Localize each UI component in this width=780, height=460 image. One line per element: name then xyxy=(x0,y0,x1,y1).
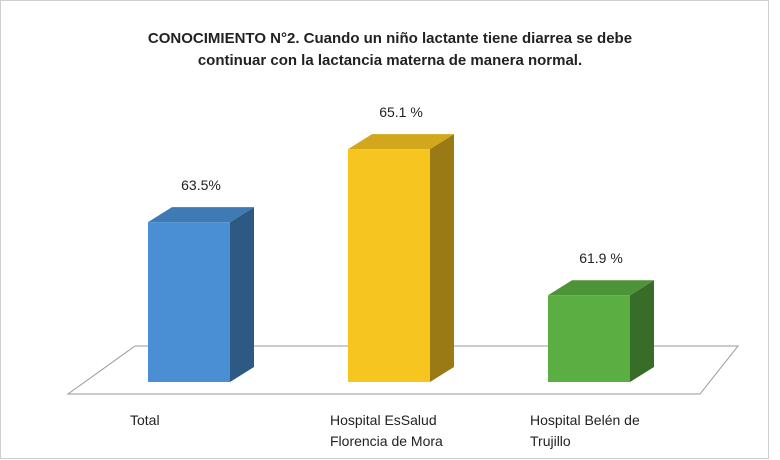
bar-front xyxy=(148,222,230,382)
bar xyxy=(348,134,454,382)
data-label: 61.9 % xyxy=(579,250,623,266)
x-tick-label: Total xyxy=(130,412,160,428)
bar-side xyxy=(430,134,454,382)
bar-front xyxy=(548,295,630,382)
bar xyxy=(148,207,254,382)
x-tick-label: Hospital EsSalud Florencia de Mora xyxy=(330,412,443,449)
bar-top xyxy=(148,207,254,223)
data-label: 63.5% xyxy=(181,177,221,193)
bar xyxy=(548,280,654,382)
bar-side xyxy=(630,280,654,382)
x-tick-label: Hospital Belén de Trujillo xyxy=(530,412,640,449)
bar-top xyxy=(348,134,454,150)
chart-title: CONOCIMIENTO N°2. Cuando un niño lactant… xyxy=(147,30,633,69)
bar-front xyxy=(348,149,430,382)
bar-top xyxy=(548,280,654,296)
data-label: 65.1 % xyxy=(379,104,423,120)
bar-side xyxy=(230,207,254,382)
